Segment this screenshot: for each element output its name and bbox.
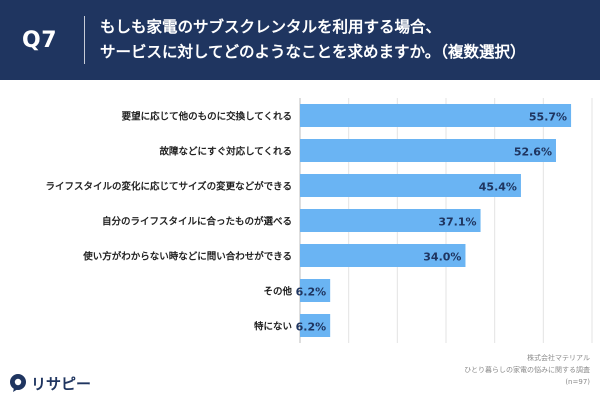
bar	[300, 174, 521, 197]
survey-source: 株式会社マテリアル ひとり暮らしの家電の悩みに関する調査 (n=97)	[464, 352, 590, 388]
data-label: 52.6%	[514, 146, 552, 159]
category-label: ライフスタイルの変化に応じてサイズの変更などができる	[45, 181, 292, 193]
source-company: 株式会社マテリアル	[527, 354, 590, 362]
question-header: Q7 もしも家電のサブスクレンタルを利用する場合、 サービスに対してどのようなこ…	[0, 0, 600, 80]
source-survey: ひとり暮らしの家電の悩みに関する調査	[464, 366, 590, 374]
question-number: Q7	[22, 28, 58, 53]
question-line-1: もしも家電のサブスクレンタルを利用する場合、	[100, 18, 442, 36]
data-label: 6.2%	[296, 286, 327, 299]
question-text: もしも家電のサブスクレンタルを利用する場合、 サービスに対してどのようなことを求…	[100, 15, 590, 65]
bar	[300, 279, 331, 302]
category-label: 故障などにすぐ対応してくれる	[159, 146, 292, 158]
category-label: その他	[263, 286, 292, 298]
data-label: 34.0%	[423, 251, 461, 264]
category-label: 使い方がわからない時などに問い合わせができる	[82, 251, 292, 263]
speech-bubble-icon	[10, 374, 26, 392]
data-label: 37.1%	[438, 216, 476, 229]
bar	[300, 139, 556, 162]
category-label: 自分のライフスタイルに合ったものが選べる	[102, 216, 292, 228]
bar	[300, 209, 481, 232]
bar-chart: 要望に応じて他のものに交換してくれる 55.7% 故障などにすぐ対応してくれる 52.…	[45, 98, 593, 343]
category-label: 要望に応じて他のものに交換してくれる	[122, 111, 292, 123]
bar	[300, 244, 466, 267]
data-label: 55.7%	[529, 111, 567, 124]
brand-logo: リサピー	[8, 372, 91, 394]
source-sample: (n=97)	[565, 378, 590, 386]
bar	[300, 104, 572, 127]
category-label: 特にない	[254, 321, 292, 333]
bar	[300, 314, 331, 337]
data-label: 45.4%	[479, 181, 517, 194]
data-label: 6.2%	[296, 321, 327, 334]
header-divider	[84, 16, 85, 64]
question-line-2: サービスに対してどのようなことを求めますか。（複数選択）	[100, 43, 526, 61]
logo-text: リサピー	[31, 374, 92, 393]
